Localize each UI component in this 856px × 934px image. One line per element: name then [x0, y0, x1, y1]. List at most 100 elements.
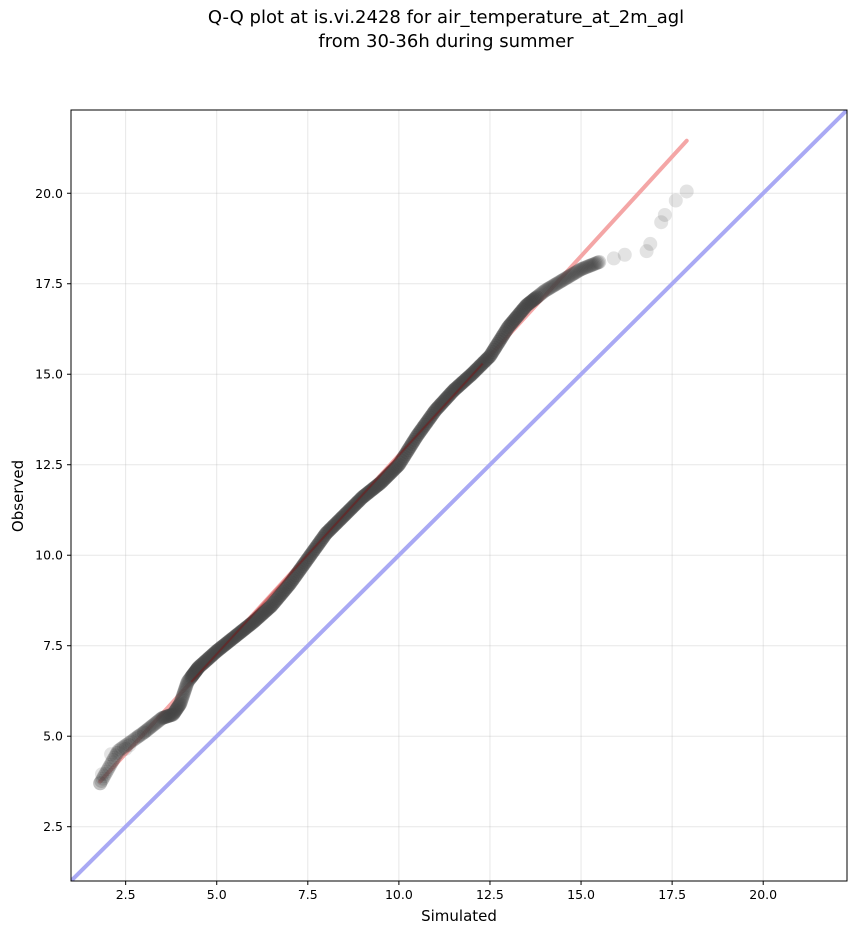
quantile-point — [264, 598, 279, 613]
quantile-point — [485, 345, 500, 360]
quantile-point — [166, 706, 181, 721]
quantile-point — [519, 298, 534, 313]
quantile-point — [136, 725, 151, 740]
quantile-point — [230, 627, 245, 642]
quantile-point — [503, 317, 518, 332]
quantile-point — [148, 716, 163, 731]
quantile-point — [187, 665, 202, 680]
y-tick-label: 2.5 — [43, 819, 63, 834]
quantile-point — [162, 708, 177, 723]
quantile-point — [414, 423, 429, 438]
quantile-point — [158, 709, 173, 724]
quantile-point — [110, 746, 125, 761]
lower-tail-point — [118, 741, 133, 756]
quantile-point — [471, 360, 486, 375]
quantile-point — [286, 571, 301, 586]
quantile-point — [183, 670, 198, 685]
quantile-point — [234, 624, 249, 639]
quantile-point — [440, 390, 455, 405]
quantile-point — [168, 703, 183, 718]
quantile-point — [490, 336, 505, 351]
quantile-point — [367, 481, 382, 496]
quantile-point — [518, 300, 533, 315]
quantile-point — [207, 646, 222, 661]
quantile-point — [377, 471, 392, 486]
quantile-point — [209, 644, 224, 659]
quantile-point — [176, 685, 191, 700]
quantile-point — [145, 718, 160, 733]
quantile-point — [303, 548, 318, 563]
quantile-point — [239, 620, 254, 635]
quantile-point — [93, 776, 108, 791]
quantile-point — [549, 277, 564, 292]
quantile-point — [438, 392, 453, 407]
lower-tail-point — [111, 745, 126, 760]
quantile-point — [251, 610, 266, 625]
y-tick-label: 17.5 — [35, 276, 63, 291]
quantile-point — [399, 445, 414, 460]
quantile-point — [382, 466, 397, 481]
quantile-point — [360, 486, 375, 501]
x-tick-label: 5.0 — [207, 887, 227, 902]
quantile-point — [316, 530, 331, 545]
quantile-point — [198, 654, 213, 669]
chart-title-line-2: from 30-36h during summer — [318, 31, 574, 52]
quantile-point — [218, 636, 233, 651]
quantile-point — [350, 495, 365, 510]
quantile-point — [536, 285, 551, 300]
quantile-point — [417, 417, 432, 432]
quantile-point — [508, 310, 523, 325]
quantile-point — [169, 702, 184, 717]
quantile-point — [572, 263, 587, 278]
quantile-point — [111, 743, 126, 758]
quantile-point — [269, 592, 284, 607]
quantile-point — [255, 607, 270, 622]
quantile-point — [247, 614, 262, 629]
quantile-point — [240, 619, 255, 634]
lower-tail-point — [93, 776, 108, 791]
quantile-point — [203, 649, 218, 664]
x-axis-label: Simulated — [421, 907, 497, 925]
quantile-point — [499, 322, 514, 337]
quantile-point — [330, 514, 345, 529]
quantile-point — [324, 521, 339, 536]
quantile-point — [259, 603, 274, 618]
quantile-point — [99, 764, 114, 779]
quantile-point — [466, 365, 481, 380]
quantile-point — [115, 741, 130, 756]
quantile-point — [480, 351, 495, 366]
grid — [71, 110, 847, 881]
quantile-point — [498, 324, 513, 339]
quantile-point — [482, 349, 497, 364]
lower-tail-point — [122, 738, 137, 753]
quantile-point — [512, 306, 527, 321]
quantile-point — [391, 457, 406, 472]
quantile-point — [451, 378, 466, 393]
quantile-point — [421, 412, 436, 427]
quantile-point — [309, 539, 324, 554]
quantile-point — [495, 328, 510, 343]
quantile-point — [341, 504, 356, 519]
quantile-point — [462, 369, 477, 384]
y-tick-label: 5.0 — [43, 729, 63, 744]
quantile-point — [138, 724, 153, 739]
quantile-point — [172, 697, 187, 712]
quantile-point — [159, 709, 174, 724]
quantile-point — [97, 769, 112, 784]
x-tick-label: 20.0 — [749, 887, 777, 902]
quantile-point — [339, 505, 354, 520]
quantile-point — [564, 267, 579, 282]
quantile-point — [174, 693, 189, 708]
quantile-point — [563, 268, 578, 283]
quantile-point — [166, 707, 181, 722]
identity-line — [71, 110, 847, 881]
quantile-point — [535, 286, 550, 301]
quantile-point — [329, 516, 344, 531]
quantile-point — [294, 560, 309, 575]
upper-tail-point — [668, 193, 683, 208]
quantile-point — [124, 734, 139, 749]
quantile-point — [464, 367, 479, 382]
quantile-point — [185, 668, 200, 683]
fit-line-core — [190, 362, 484, 683]
quantile-point — [581, 259, 596, 274]
